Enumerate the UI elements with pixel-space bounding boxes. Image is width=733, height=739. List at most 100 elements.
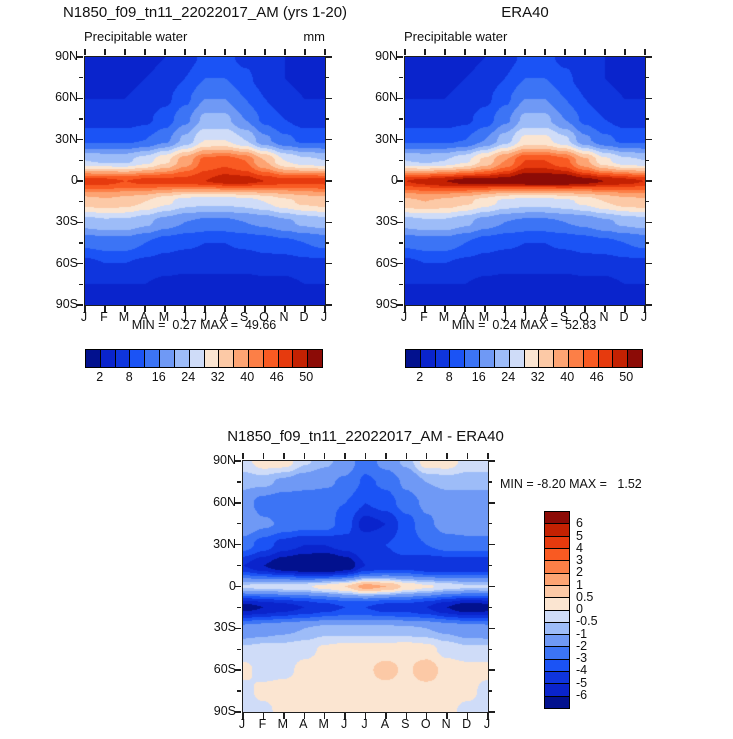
y-axis-tick [396, 262, 404, 265]
y-axis-tick [79, 159, 84, 162]
colorbar-tick-label: 24 [501, 370, 516, 384]
y-axis-tick [325, 97, 332, 100]
y-axis-tick [76, 138, 84, 141]
era40-month-label: J [640, 310, 648, 324]
era40-month-label: J [520, 310, 528, 324]
x-axis-tick [487, 452, 489, 460]
model-panel-title: N1850_f09_tn11_22022017_AM (yrs 1-20) [62, 4, 348, 21]
diff-lat-label: 90N [213, 453, 236, 467]
model-month-label: M [158, 310, 170, 324]
y-axis-tick [76, 221, 84, 224]
model-contour-canvas [85, 57, 325, 305]
colorbar-cell [493, 350, 509, 367]
y-axis-tick [396, 97, 404, 100]
colorbar-tick-label: 2 [576, 565, 583, 580]
colorbar-cell [144, 350, 160, 367]
x-axis-tick [564, 305, 566, 312]
colorbar-tick-label: 0 [576, 602, 583, 616]
x-axis-tick [444, 305, 446, 312]
x-axis-tick [624, 305, 626, 312]
diff-month-label: M [277, 717, 289, 731]
y-axis-tick [645, 221, 652, 224]
x-axis-tick [446, 712, 448, 719]
y-axis-tick [399, 283, 404, 286]
y-axis-tick [234, 711, 242, 713]
x-axis-tick [323, 712, 326, 719]
x-axis-tick [524, 305, 526, 312]
x-axis-tick [644, 48, 646, 56]
y-axis-tick [645, 200, 649, 203]
colorbar-cell [545, 535, 569, 548]
era40-panel-title: ERA40 [501, 4, 549, 21]
colorbar-cell [262, 350, 278, 367]
model-month-label: J [320, 310, 328, 324]
x-axis-tick [264, 48, 266, 56]
x-axis-tick [284, 48, 286, 56]
colorbar-cell [434, 350, 450, 367]
y-axis-tick [645, 283, 649, 286]
x-axis-tick [224, 48, 226, 56]
colorbar-tick-label: 5 [576, 528, 583, 543]
era40-month-label: O [579, 310, 589, 324]
y-axis-tick [325, 159, 329, 162]
x-axis-tick [444, 48, 446, 56]
y-axis-tick [396, 221, 404, 224]
x-axis-tick [164, 305, 166, 312]
x-axis-tick [303, 452, 305, 460]
era40-month-label: S [559, 310, 569, 324]
diff-month-label: A [380, 717, 390, 731]
y-axis-tick [79, 76, 84, 79]
x-axis-tick [464, 48, 466, 56]
y-axis-tick [325, 304, 332, 306]
y-axis-tick [488, 669, 495, 671]
y-axis-tick [396, 304, 404, 306]
diff-month-label: A [299, 717, 308, 731]
era40-panel-subtitle: Precipitable water [404, 29, 508, 44]
colorbar-tick-label: 16 [471, 370, 486, 384]
y-axis-tick [234, 627, 242, 630]
x-axis-tick [604, 48, 606, 56]
colorbar-cell [545, 584, 569, 598]
y-axis-tick [325, 221, 332, 224]
y-axis-tick [488, 460, 495, 462]
y-axis-tick [396, 138, 404, 141]
y-axis-tick [237, 481, 242, 483]
y-axis-tick [399, 242, 404, 244]
diff-lat-label: 90S [213, 704, 236, 718]
diff-month-label: S [401, 717, 410, 731]
model-panel-subtitle: Precipitable water [84, 29, 188, 44]
x-axis-tick [144, 48, 146, 56]
colorbar-cell [307, 350, 322, 367]
x-axis-tick [405, 712, 408, 719]
colorbar-cell [545, 646, 569, 659]
y-axis-tick [488, 481, 492, 483]
era40-lat-label: 30N [375, 131, 398, 146]
colorbar-tick-label: 8 [125, 370, 133, 384]
colorbar-cell [508, 350, 524, 367]
colorbar-cell [464, 350, 480, 367]
model-month-label: J [180, 310, 188, 324]
era40-month-label: N [599, 310, 609, 324]
colorbar-cell [86, 350, 100, 367]
colorbar-cell [545, 658, 569, 672]
colorbar-cell [173, 350, 189, 367]
y-axis-tick [399, 76, 404, 79]
colorbar-cell [597, 350, 613, 367]
y-axis-tick [325, 118, 329, 120]
colorbar-cell [449, 350, 465, 367]
era40-month-label: J [500, 310, 508, 324]
x-axis-tick [144, 305, 146, 312]
era40-contour-plot [396, 48, 652, 312]
model-month-label: O [259, 310, 269, 324]
x-axis-tick [484, 48, 486, 56]
colorbar-tick-label: 6 [576, 516, 583, 531]
colorbar-tick-label: 2 [96, 370, 104, 384]
colorbar-tick-label: 1 [576, 577, 583, 592]
diff-lat-label: 60S [213, 662, 236, 677]
colorbar-cell [188, 350, 204, 367]
colorbar-cell [545, 695, 569, 708]
colorbar-tick-label: 40 [240, 370, 255, 384]
era40-lat-label: 90N [375, 49, 398, 63]
x-axis-tick [104, 305, 106, 312]
x-axis-tick [244, 48, 246, 56]
